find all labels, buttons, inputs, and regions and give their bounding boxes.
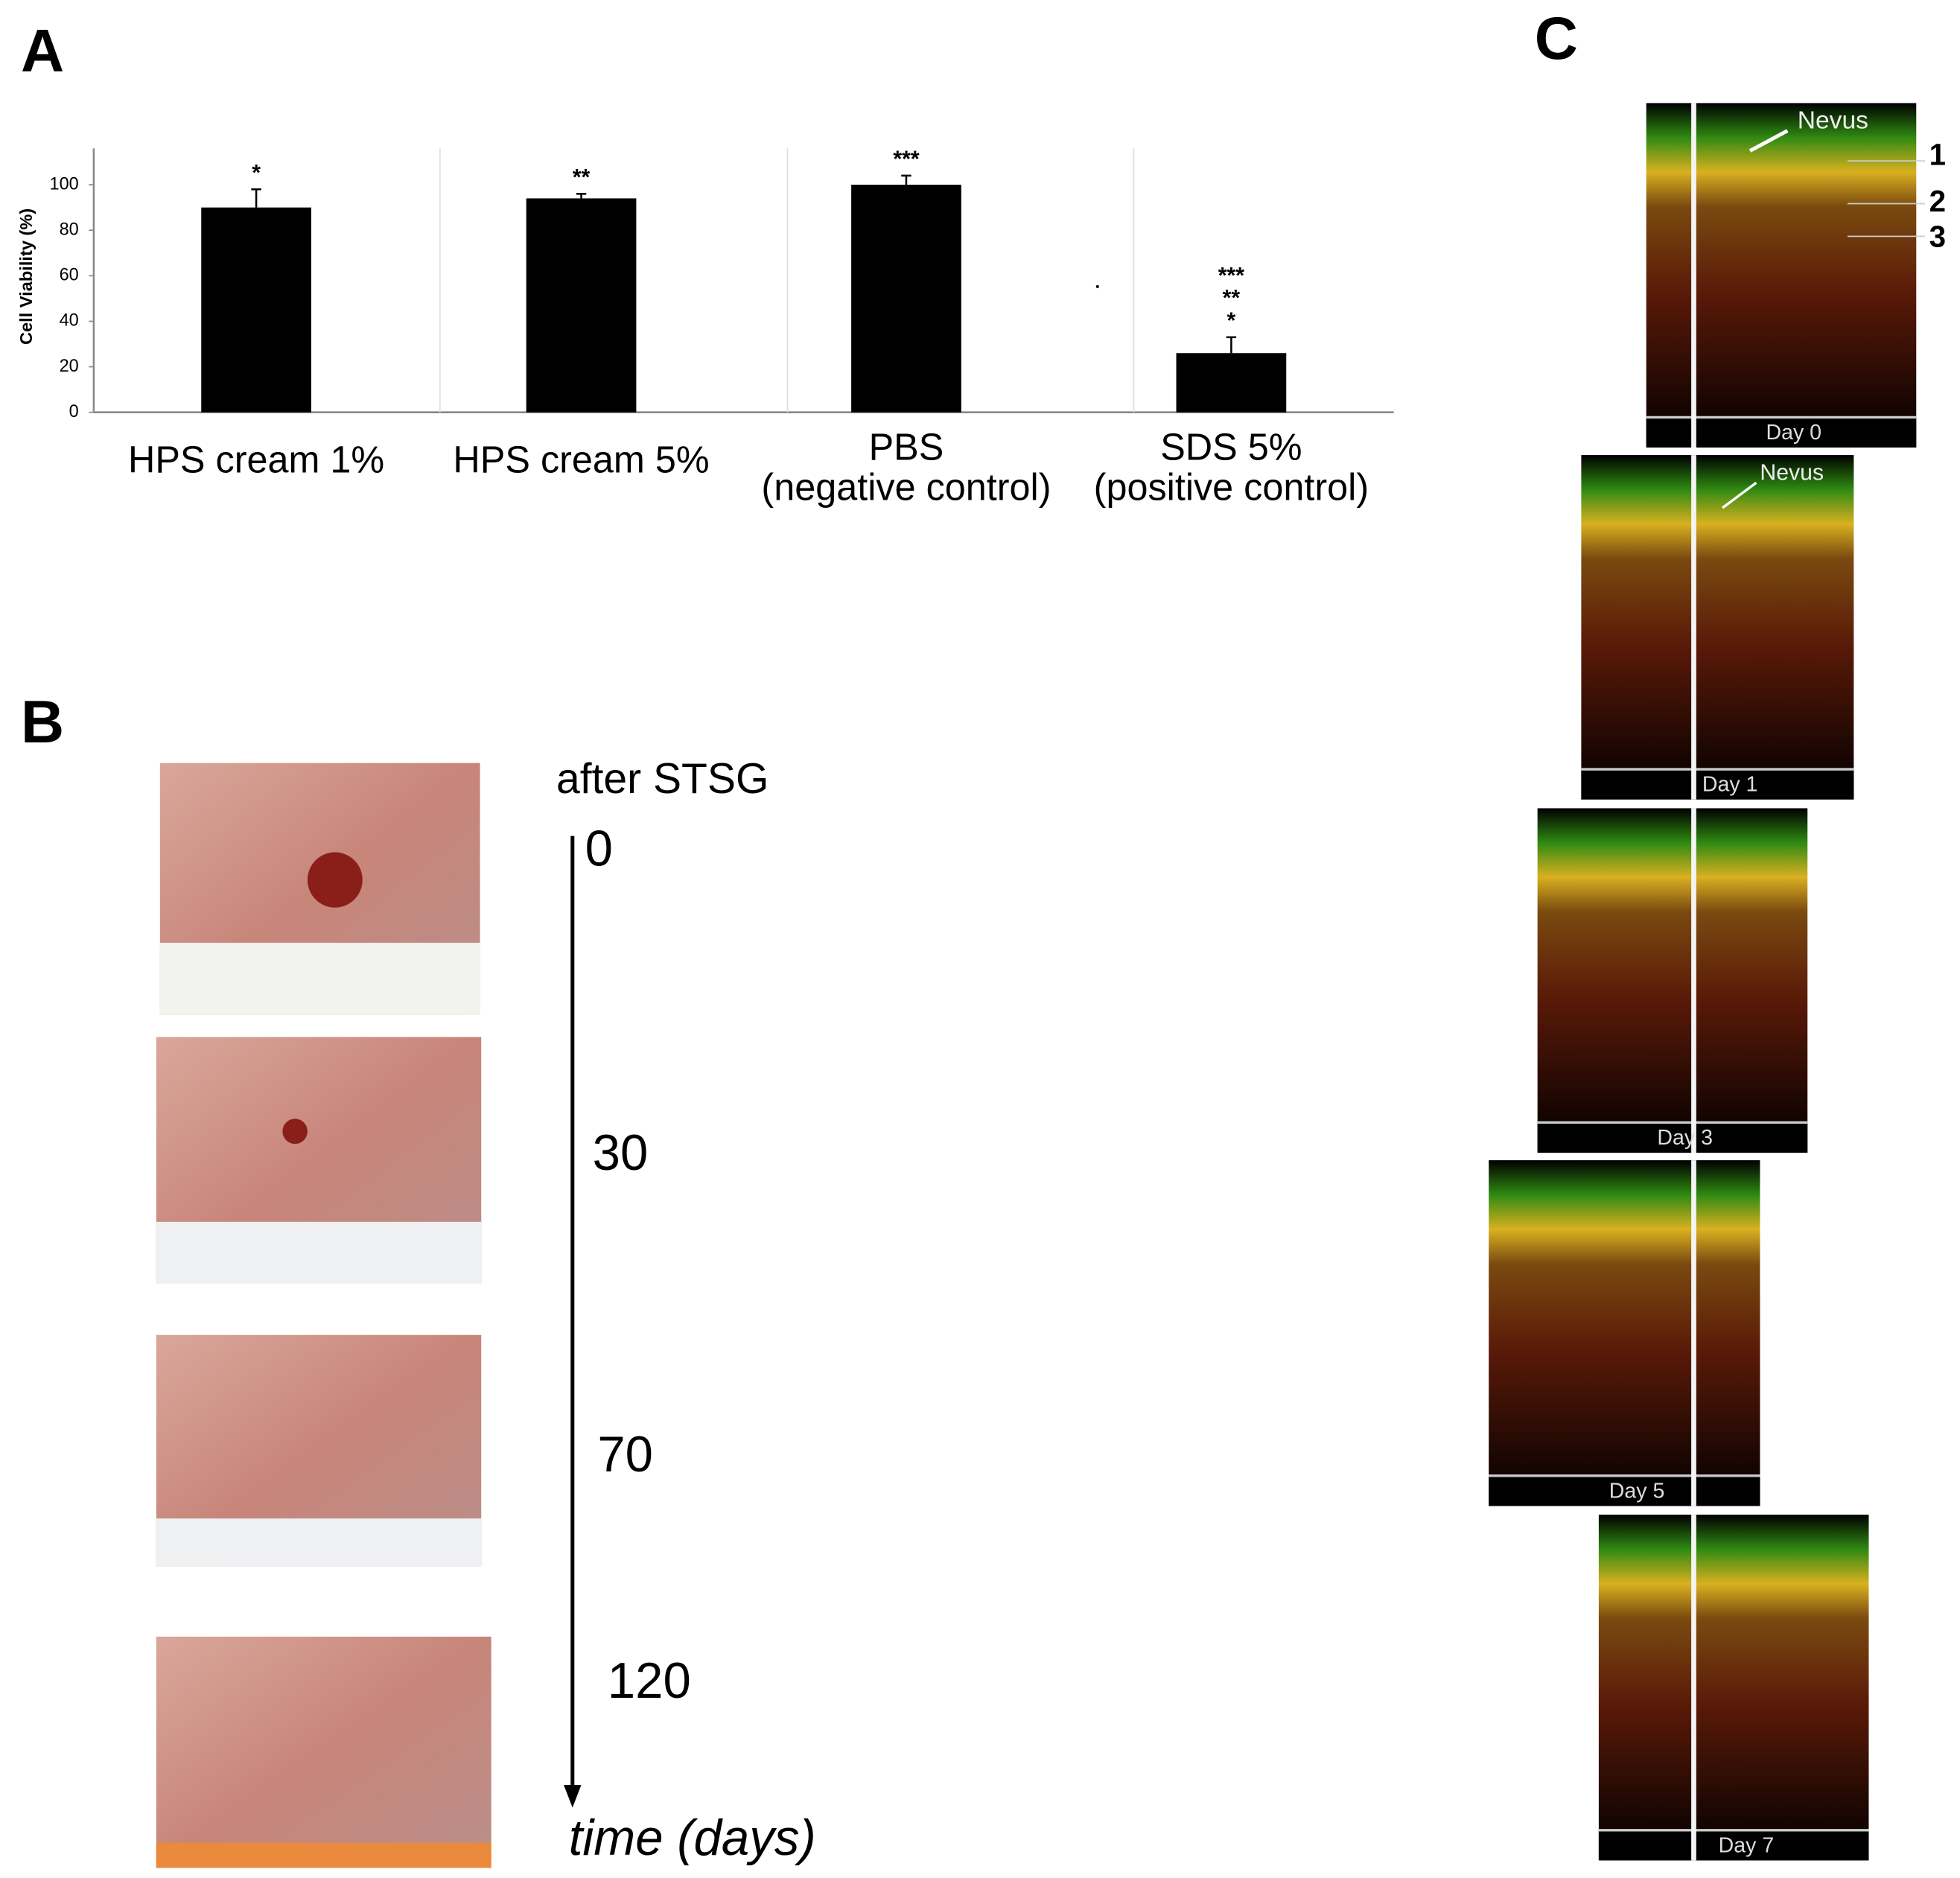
nevus-arrow <box>1749 129 1789 153</box>
wound <box>307 852 363 908</box>
y-tick-label: 80 <box>60 219 79 238</box>
day-label: Day 0 <box>1766 421 1821 445</box>
dot <box>1095 284 1099 288</box>
oct-image <box>1489 1160 1760 1506</box>
timepoint: 120 <box>608 1653 691 1709</box>
y-tick-label: 60 <box>60 265 79 284</box>
ruler <box>156 1221 482 1284</box>
panel-label: A <box>21 17 64 84</box>
x-tick-line: PBS <box>869 426 944 468</box>
bar <box>1176 353 1287 413</box>
day-label: Day 5 <box>1609 1479 1665 1503</box>
day-strip <box>1489 1475 1760 1506</box>
x-tick-line: (negative control) <box>761 466 1051 509</box>
significance: * <box>1227 309 1236 334</box>
nevus-label: Nevus <box>1798 107 1868 135</box>
bar <box>851 185 961 413</box>
significance: ** <box>1223 286 1241 311</box>
y-tick-label: 20 <box>60 356 79 375</box>
x-tick-label: SDS 5% (positive control) <box>1094 426 1369 509</box>
day-label: Day 1 <box>1702 773 1758 797</box>
y-tick-label: 0 <box>69 401 79 421</box>
y-axis-label: Cell Viability (%) <box>16 209 36 345</box>
x-tick-label: HPS cream 5% <box>453 438 709 480</box>
bar <box>201 207 311 413</box>
ruler <box>156 1518 482 1567</box>
oct-image <box>1598 1515 1869 1861</box>
bar <box>526 198 637 413</box>
x-tick-label: PBS (negative control) <box>761 426 1051 509</box>
oct-image <box>1581 455 1854 800</box>
layer-label: 3 <box>1929 219 1946 253</box>
day-strip <box>1581 769 1854 800</box>
significance: *** <box>893 147 919 172</box>
oct-image <box>1646 103 1917 448</box>
significance: *** <box>1218 264 1244 288</box>
significance: ** <box>573 165 591 190</box>
axis-label: time (days) <box>569 1810 816 1866</box>
nevus-arrow <box>1722 481 1757 509</box>
nevus-label: Nevus <box>1760 460 1824 485</box>
wound <box>282 1118 308 1145</box>
day-label: Day 3 <box>1657 1126 1713 1150</box>
day-strip <box>1646 417 1917 448</box>
timepoint: 0 <box>585 821 613 876</box>
layer-label: 2 <box>1929 184 1946 218</box>
layer-label: 1 <box>1929 138 1946 172</box>
x-tick-line: (positive control) <box>1094 466 1369 509</box>
day-label: Day 7 <box>1719 1833 1775 1857</box>
significance: * <box>252 161 261 185</box>
ruler <box>159 943 480 1015</box>
wound-photo <box>156 1636 491 1868</box>
x-tick-label: HPS cream 1% <box>128 438 384 480</box>
day-strip <box>1537 1122 1808 1153</box>
day-strip <box>1598 1830 1869 1861</box>
y-tick-label: 100 <box>50 174 79 193</box>
arrow-head <box>564 1785 582 1808</box>
ruler <box>156 1842 491 1868</box>
panel-label: B <box>21 689 64 756</box>
x-tick-line: SDS 5% <box>1160 426 1302 468</box>
y-tick-label: 40 <box>60 311 79 330</box>
timepoint: 70 <box>597 1427 653 1483</box>
timeline-header: after STSG <box>556 755 769 803</box>
panel-label: C <box>1535 5 1578 72</box>
timepoint: 30 <box>593 1125 649 1181</box>
oct-image <box>1537 808 1808 1153</box>
